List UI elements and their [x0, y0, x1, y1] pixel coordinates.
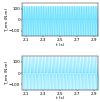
Y-axis label: T_em (N.m): T_em (N.m)	[4, 8, 8, 32]
Y-axis label: T_em (N.m): T_em (N.m)	[4, 61, 8, 85]
X-axis label: t (s): t (s)	[56, 43, 64, 47]
X-axis label: t (s): t (s)	[56, 96, 64, 100]
